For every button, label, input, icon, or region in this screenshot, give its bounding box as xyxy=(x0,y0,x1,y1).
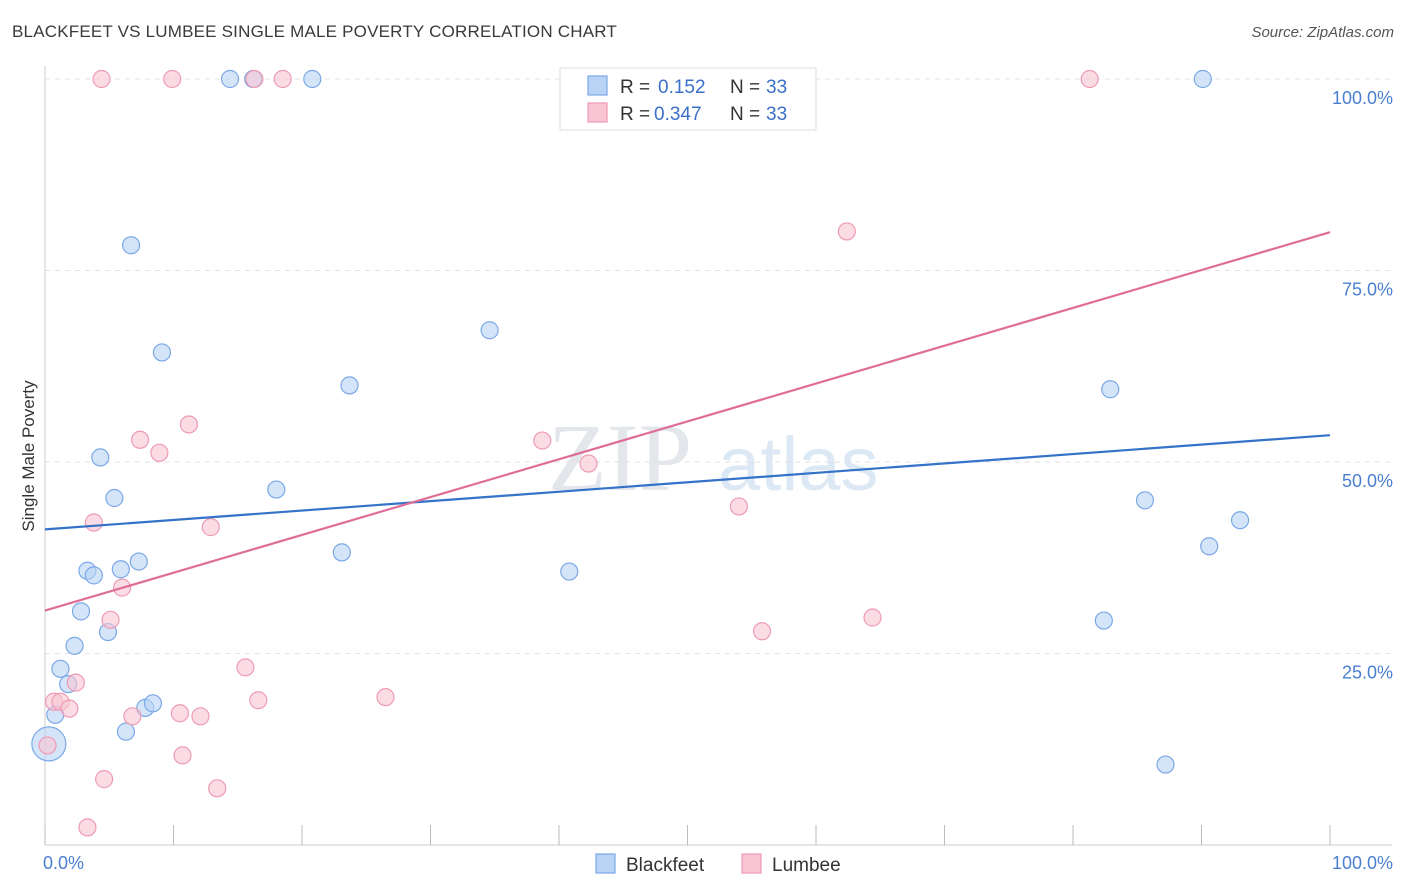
legend-n-value-lumbee: 33 xyxy=(766,104,787,125)
legend-swatch-blackfeet xyxy=(587,75,608,96)
point-lumbee-21 xyxy=(236,658,255,677)
point-lumbee-30 xyxy=(837,222,856,241)
watermark-zip: ZIP xyxy=(548,404,692,511)
point-lumbee-18 xyxy=(191,707,210,726)
bottom-legend-swatch-lumbee xyxy=(741,853,762,874)
axes xyxy=(44,66,1392,846)
y-tick-label-75: 75.0% xyxy=(1342,280,1393,300)
legend-r-label-lumbee: R = xyxy=(620,104,650,125)
point-blackfeet-4 xyxy=(65,636,84,655)
point-blackfeet-7 xyxy=(84,566,103,585)
point-blackfeet-14 xyxy=(129,552,148,571)
point-lumbee-6 xyxy=(84,513,103,532)
point-blackfeet-27 xyxy=(1101,380,1120,399)
point-lumbee-3 xyxy=(60,699,79,718)
y-tick-label-100: 100.0% xyxy=(1332,88,1393,108)
point-blackfeet-24 xyxy=(480,321,499,340)
point-lumbee-7 xyxy=(92,69,111,89)
trendline-lumbee xyxy=(44,231,1331,612)
watermark: ZIP atlas xyxy=(548,404,879,511)
point-lumbee-12 xyxy=(130,430,150,449)
point-lumbee-16 xyxy=(173,746,192,765)
point-blackfeet-8 xyxy=(91,448,110,467)
point-lumbee-28 xyxy=(729,497,749,516)
point-blackfeet-26 xyxy=(1094,611,1113,630)
x-tick-label-max: 100.0% xyxy=(1332,853,1393,873)
point-lumbee-11 xyxy=(123,707,142,726)
point-lumbee-0 xyxy=(38,736,57,755)
point-lumbee-27 xyxy=(579,454,598,473)
watermark-atlas: atlas xyxy=(718,422,879,507)
point-blackfeet-10 xyxy=(105,488,124,508)
y-axis-label: Single Male Poverty xyxy=(19,380,38,532)
point-blackfeet-18 xyxy=(220,69,240,89)
point-blackfeet-2 xyxy=(51,659,70,678)
point-lumbee-23 xyxy=(249,691,268,710)
point-lumbee-22 xyxy=(245,69,264,89)
bottom-legend-label-lumbee: Lumbee xyxy=(772,855,841,876)
point-blackfeet-11 xyxy=(111,560,130,579)
point-blackfeet-21 xyxy=(303,69,322,89)
point-blackfeet-5 xyxy=(71,602,91,621)
legend-n-label-lumbee: N = xyxy=(730,104,760,125)
point-blackfeet-17 xyxy=(152,343,172,362)
legend-r-value-lumbee: 0.347 xyxy=(654,104,702,125)
point-blackfeet-31 xyxy=(1200,537,1219,556)
trend-lines xyxy=(44,231,1331,612)
point-lumbee-8 xyxy=(95,770,114,789)
source-label: Source: ZipAtlas.com xyxy=(1251,24,1394,41)
y-tick-label-50: 50.0% xyxy=(1342,471,1393,491)
bottom-legend-label-blackfeet: Blackfeet xyxy=(626,855,705,876)
legend-r-value-blackfeet: 0.152 xyxy=(658,77,706,98)
bottom-legend-swatch-blackfeet xyxy=(595,853,616,874)
y-tick-labels: 25.0% 50.0% 75.0% 100.0% xyxy=(1332,88,1393,683)
point-blackfeet-13 xyxy=(121,236,141,255)
point-lumbee-19 xyxy=(201,518,220,537)
stats-legend: R = 0.152 N = 33 R = 0.347 N = 33 xyxy=(559,67,817,131)
point-blackfeet-12 xyxy=(116,722,136,741)
point-blackfeet-29 xyxy=(1156,755,1175,774)
trendline-blackfeet xyxy=(44,434,1331,531)
point-blackfeet-16 xyxy=(143,694,163,713)
series-legend: Blackfeet Lumbee xyxy=(595,853,841,876)
legend-r-label-blackfeet: R = xyxy=(620,77,650,98)
point-lumbee-13 xyxy=(150,443,169,462)
point-lumbee-5 xyxy=(78,818,97,837)
x-tick-label-min: 0.0% xyxy=(43,853,84,873)
series-blackfeet-points xyxy=(31,69,1250,774)
point-blackfeet-25 xyxy=(560,562,579,581)
point-lumbee-32 xyxy=(1080,69,1099,89)
point-lumbee-29 xyxy=(752,622,772,641)
gridlines xyxy=(45,78,1392,654)
point-lumbee-25 xyxy=(376,688,395,707)
point-blackfeet-30 xyxy=(1193,69,1212,89)
point-blackfeet-23 xyxy=(340,376,359,395)
point-lumbee-24 xyxy=(273,69,292,89)
point-blackfeet-22 xyxy=(332,543,351,562)
y-tick-label-25: 25.0% xyxy=(1342,663,1393,683)
point-lumbee-17 xyxy=(179,415,199,434)
chart-title: BLACKFEET VS LUMBEE SINGLE MALE POVERTY … xyxy=(12,22,617,41)
legend-swatch-lumbee xyxy=(587,102,608,123)
legend-n-label-blackfeet: N = xyxy=(730,77,760,98)
point-blackfeet-32 xyxy=(1230,511,1250,530)
point-lumbee-14 xyxy=(163,69,182,89)
legend-n-value-blackfeet: 33 xyxy=(766,77,787,98)
point-blackfeet-20 xyxy=(267,480,286,499)
point-lumbee-9 xyxy=(101,610,120,629)
series-lumbee-points xyxy=(38,69,1099,837)
point-lumbee-31 xyxy=(863,608,882,627)
point-lumbee-20 xyxy=(208,779,227,798)
x-tick-labels: 0.0% 100.0% xyxy=(43,853,1393,873)
point-lumbee-15 xyxy=(170,704,190,723)
point-lumbee-26 xyxy=(533,431,552,450)
point-lumbee-4 xyxy=(66,673,85,692)
point-blackfeet-28 xyxy=(1135,491,1155,510)
